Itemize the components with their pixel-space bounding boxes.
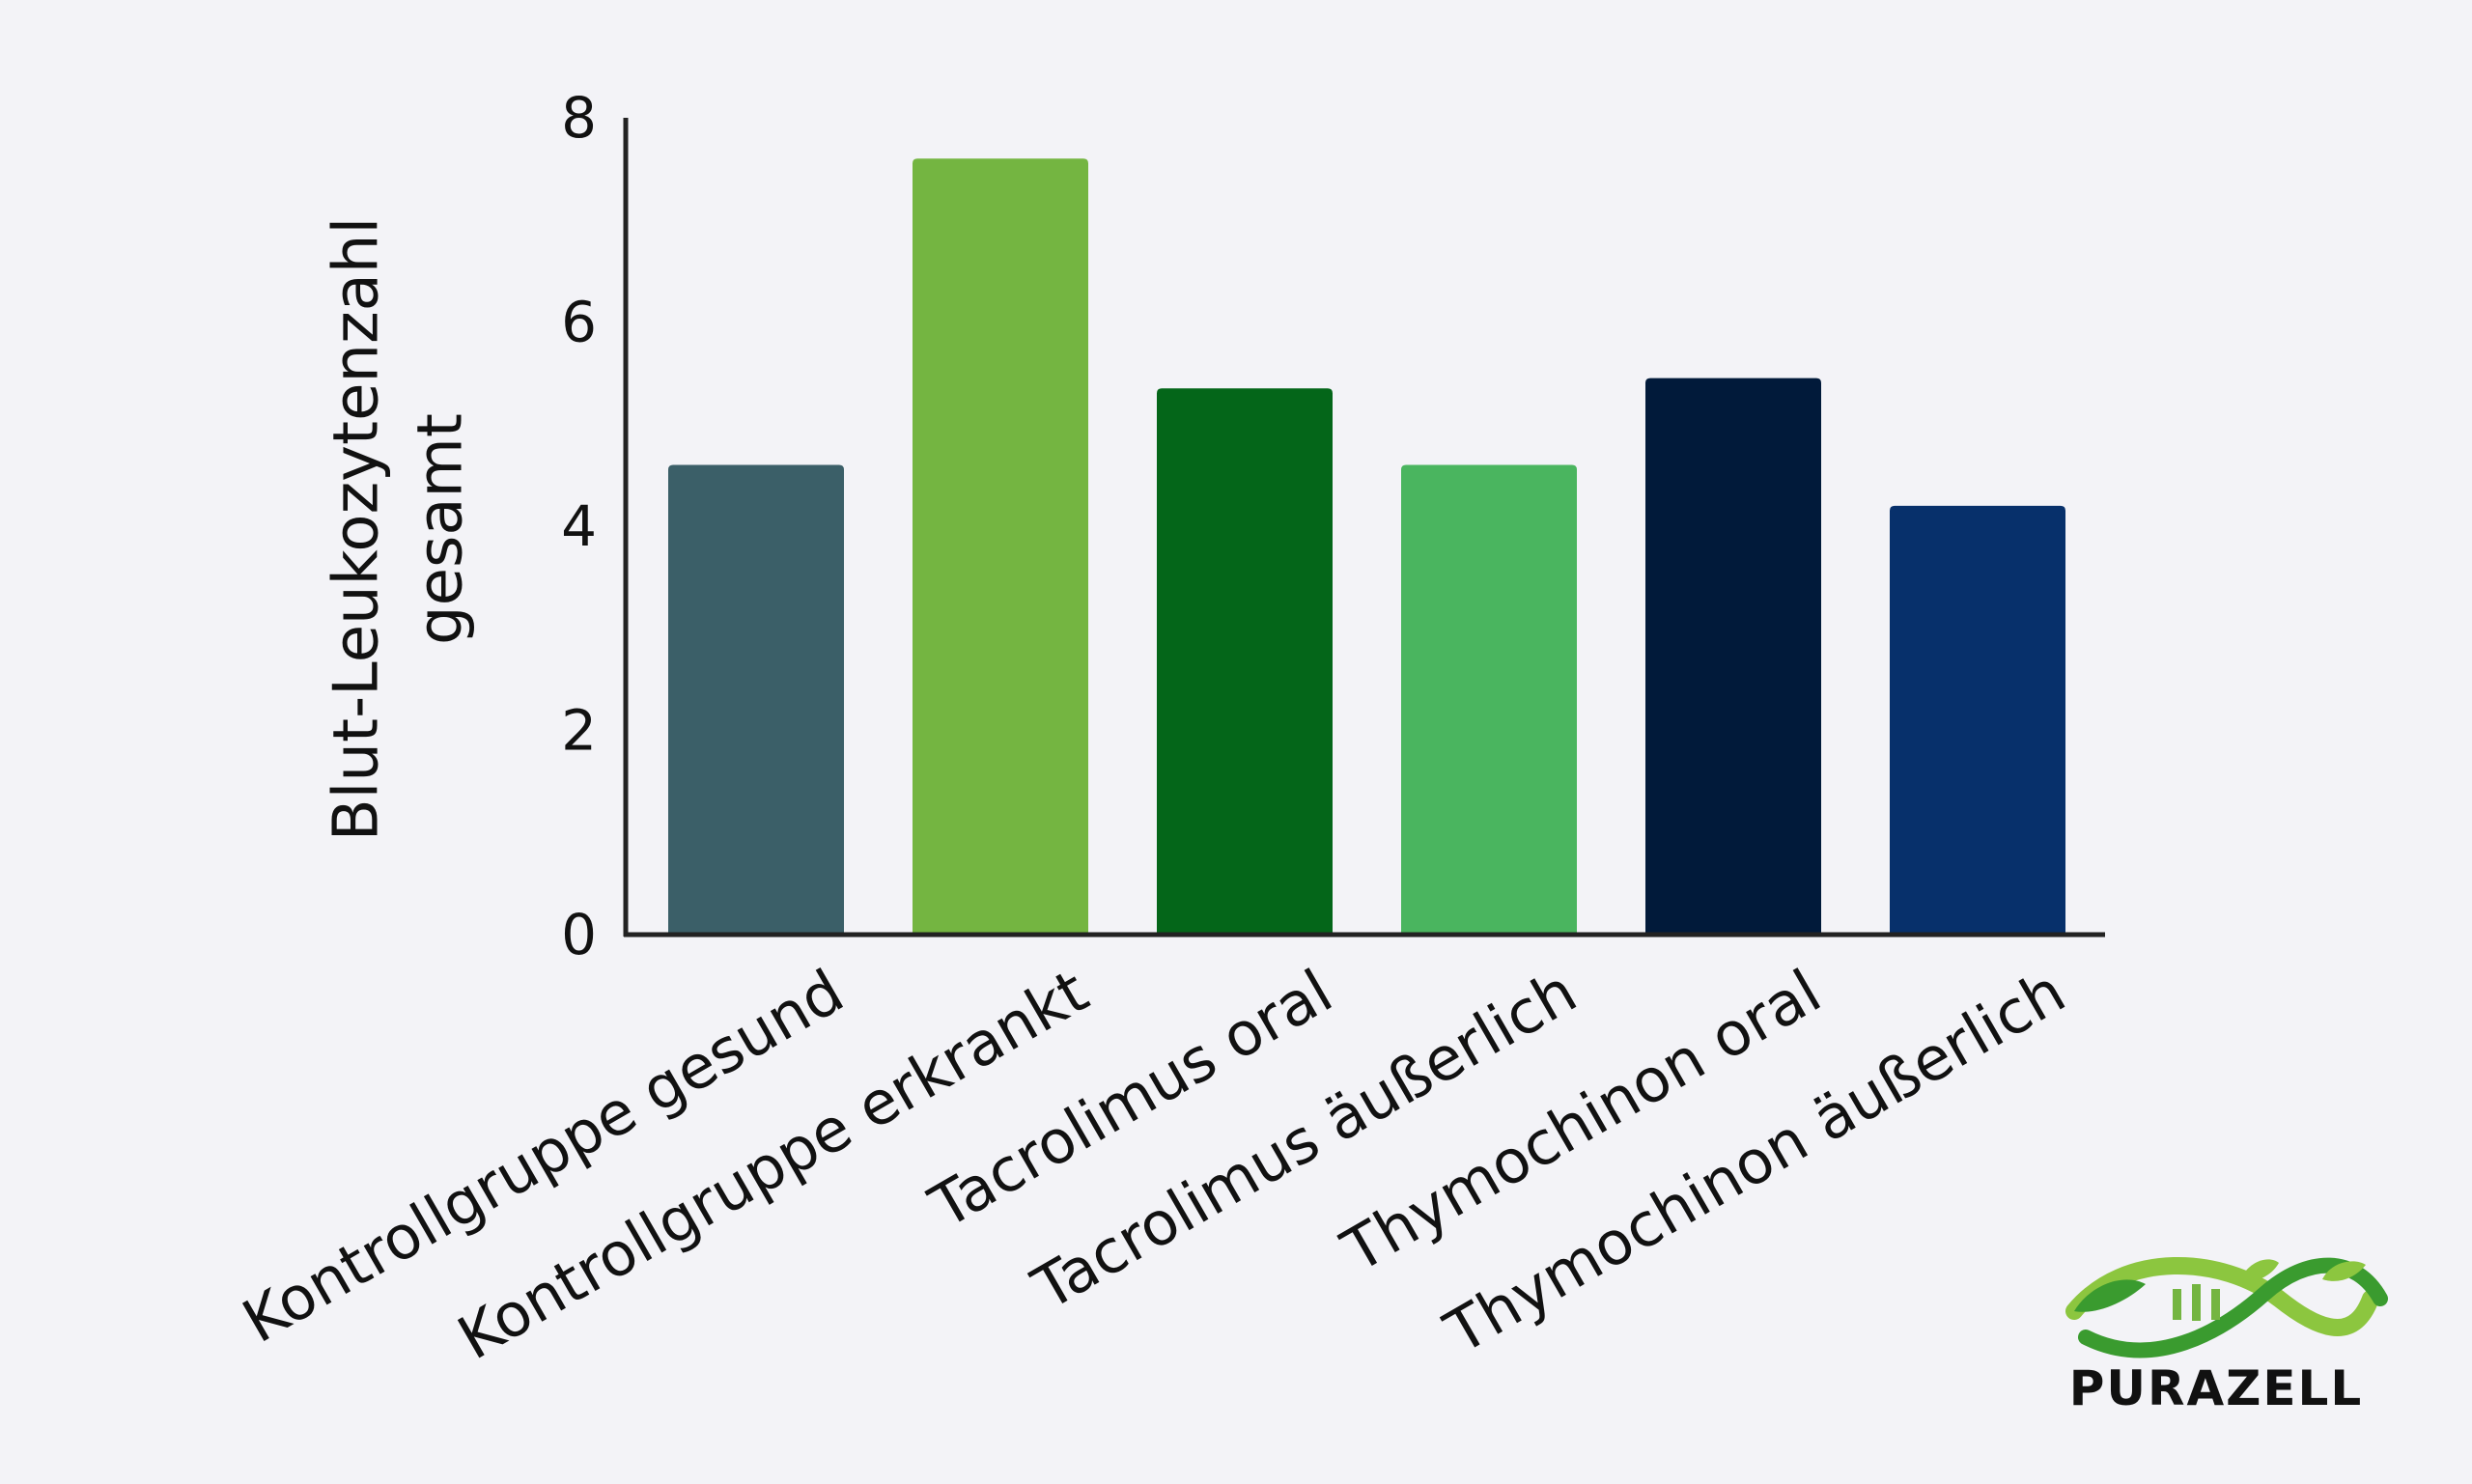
y-axis-title: Blut-Leukozytenzahl gesamt xyxy=(322,217,477,842)
purazell-logo: PURAZELL xyxy=(2065,1256,2388,1416)
bar-5 xyxy=(1645,378,1821,936)
y-tick-label: 6 xyxy=(561,290,597,355)
y-tick-label: 4 xyxy=(561,493,597,559)
y-tick-label: 8 xyxy=(561,85,597,151)
bar-1 xyxy=(668,464,844,935)
bar-2 xyxy=(913,158,1088,936)
dna-leaf-icon xyxy=(2065,1256,2388,1358)
bar-6 xyxy=(1890,505,2065,935)
bar-3 xyxy=(1157,388,1333,935)
bar-4 xyxy=(1401,464,1577,935)
y-axis-title-line: Blut-Leukozytenzahl xyxy=(322,217,393,842)
y-axis-ticks: 0 2 4 6 8 xyxy=(561,85,597,967)
y-tick-label: 0 xyxy=(561,902,597,967)
logo-text: PURAZELL xyxy=(2069,1360,2364,1416)
axes xyxy=(623,118,2105,938)
y-axis-title-line: gesamt xyxy=(406,413,477,645)
bars xyxy=(668,158,2065,936)
y-tick-label: 2 xyxy=(561,698,597,764)
